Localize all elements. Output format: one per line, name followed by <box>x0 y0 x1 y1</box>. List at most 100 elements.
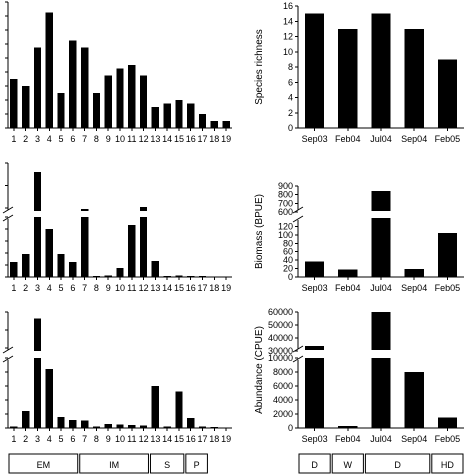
left-bottom-x-tick-label: 12 <box>139 434 149 444</box>
left-bottom-bar <box>163 426 171 428</box>
left-middle-x-tick-label: 1 <box>11 283 16 293</box>
right-bottom-y-tick-label: 40000 <box>268 333 293 343</box>
left-bottom-bar <box>210 427 218 428</box>
right-bottom-y-tick-label: 10000 <box>268 353 293 363</box>
left-bottom-x-tick-label: 15 <box>174 434 184 444</box>
left-bottom-group-label: S <box>164 460 170 470</box>
left-top-x-tick-label: 5 <box>59 134 64 144</box>
right-top-y-tick-label: 0 <box>288 123 293 133</box>
left-bottom-group-label: P <box>194 460 200 470</box>
right-bottom-bar-upper <box>371 312 391 350</box>
left-middle-bar-upper <box>139 207 148 211</box>
right-bottom-y-tick-label: 60000 <box>268 307 293 317</box>
left-top-bar <box>151 107 160 128</box>
right-top-x-tick-label: Sep04 <box>401 134 427 144</box>
left-middle-x-tick-label: 6 <box>70 283 75 293</box>
right-middle-bar-upper <box>371 191 391 211</box>
left-middle-x-tick-label: 4 <box>47 283 52 293</box>
left-top-x-tick-label: 6 <box>70 134 75 144</box>
right-middle-y-axis-label: Biomass (BPUE) <box>254 194 265 269</box>
left-middle-bar <box>187 276 195 277</box>
left-middle-x-tick-label: 18 <box>209 283 219 293</box>
left-top-bar <box>198 114 207 128</box>
right-middle-y-tick-label: 20 <box>283 264 293 274</box>
left-top-x-tick-label: 8 <box>94 134 99 144</box>
left-top-bar <box>92 93 101 128</box>
left-middle-bar <box>57 253 65 277</box>
left-bottom-bar <box>151 386 160 428</box>
left-bottom-group-box <box>149 453 185 474</box>
left-bottom-bar <box>69 419 77 428</box>
left-bottom-x-tick-label: 5 <box>59 434 64 444</box>
right-middle-bar <box>338 269 358 277</box>
right-top-y-tick-label: 10 <box>283 47 293 57</box>
left-middle-bar <box>92 276 101 277</box>
left-bottom-x-tick-label: 17 <box>198 434 208 444</box>
right-middle-y-tick-label: 60 <box>283 247 293 257</box>
left-top-x-tick-label: 4 <box>47 134 52 144</box>
left-middle-bar <box>116 268 124 277</box>
right-middle-y-tick-label: 120 <box>278 221 293 231</box>
left-top-x-tick-label: 19 <box>221 134 231 144</box>
right-middle-bar <box>304 261 325 277</box>
left-top-x-tick-label: 14 <box>162 134 172 144</box>
left-top-bar <box>222 121 230 128</box>
right-top-y-tick-label: 8 <box>288 62 293 72</box>
right-top-x-tick-label: Feb05 <box>435 134 461 144</box>
left-bottom-bar <box>104 423 112 428</box>
right-middle-y-tick-label: 800 <box>278 190 293 200</box>
left-bottom-x-tick-label: 8 <box>94 434 99 444</box>
left-top-bar <box>80 47 89 128</box>
left-middle-x-tick-label: 2 <box>23 283 28 293</box>
right-middle-axis-break-mark <box>292 206 304 223</box>
right-bottom-group-box <box>298 453 331 474</box>
right-bottom-y-tick-label: 4000 <box>273 395 293 405</box>
left-top-bar <box>128 65 136 128</box>
left-bottom-group-box <box>8 453 79 474</box>
left-top-bar <box>210 121 218 128</box>
left-bottom-x-tick-label: 4 <box>47 434 52 444</box>
left-middle-bar <box>139 217 148 277</box>
right-bottom-bar-upper <box>304 346 325 350</box>
left-middle-bar <box>69 261 77 277</box>
right-bottom-y-tick-label: 6000 <box>273 381 293 391</box>
right-bottom-group-box <box>364 453 431 474</box>
right-bottom-y-axis-label: Abundance (CPUE) <box>254 326 265 414</box>
left-middle-bar <box>175 275 183 277</box>
right-middle-y-tick-label: 40 <box>283 255 293 265</box>
left-middle-x-tick-label: 14 <box>162 283 172 293</box>
left-middle-x-tick-label: 10 <box>115 283 125 293</box>
right-top-y-tick-label: 16 <box>283 1 293 11</box>
right-middle-x-tick-label: Sep03 <box>302 283 328 293</box>
left-bottom-x-tick-label: 1 <box>11 434 16 444</box>
right-bottom-x-tick-label: Sep03 <box>302 434 328 444</box>
right-middle-bar <box>371 218 391 277</box>
right-top-x-tick-label: Feb04 <box>335 134 361 144</box>
left-bottom-x-tick-label: 9 <box>106 434 111 444</box>
left-top-bar <box>57 93 65 128</box>
left-middle-bar <box>151 261 160 277</box>
right-bottom-bar <box>338 425 358 428</box>
right-top-bar <box>338 28 358 128</box>
left-middle-x-tick-label: 16 <box>186 283 196 293</box>
left-bottom-bar <box>80 420 89 428</box>
left-middle-bar <box>128 225 136 277</box>
right-bottom-group-label: HD <box>441 460 454 470</box>
left-bottom-bar <box>57 416 65 428</box>
left-bottom-bar <box>22 411 30 428</box>
right-bottom-bar <box>304 358 325 428</box>
left-bottom-bar-upper <box>33 318 42 351</box>
right-top-bar <box>404 28 424 128</box>
left-bottom-x-tick-label: 16 <box>186 434 196 444</box>
left-top-bar <box>139 75 148 128</box>
right-bottom-bar <box>437 417 458 428</box>
left-top-x-tick-label: 1 <box>11 134 16 144</box>
left-top-x-tick-label: 9 <box>106 134 111 144</box>
right-bottom-group-box <box>331 453 364 474</box>
left-middle-axis-break-mark <box>2 206 14 222</box>
left-bottom-bar <box>45 369 53 428</box>
left-bottom-bar <box>10 426 18 428</box>
left-top-x-tick-label: 10 <box>115 134 125 144</box>
left-top-x-tick-label: 7 <box>82 134 87 144</box>
